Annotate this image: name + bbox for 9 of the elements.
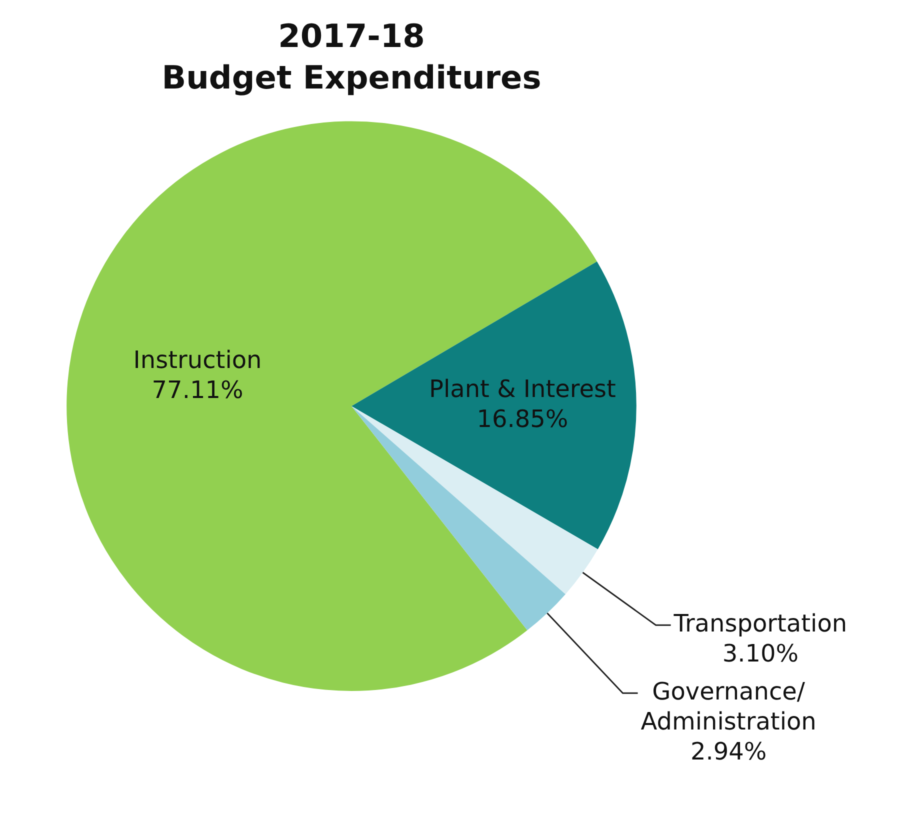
data-label: 3.10% xyxy=(722,639,799,668)
data-label: 77.11% xyxy=(152,376,244,404)
data-label: 2.94% xyxy=(690,737,767,766)
chart-title: 2017-18 Budget Expenditures xyxy=(162,17,542,97)
slice-label: Plant & Interest xyxy=(428,374,616,403)
data-label: 16.85% xyxy=(476,404,568,433)
slice-label: Governance/Administration xyxy=(640,677,816,736)
slice-label: Transportation xyxy=(672,609,848,638)
slice-label: Instruction xyxy=(133,346,262,374)
